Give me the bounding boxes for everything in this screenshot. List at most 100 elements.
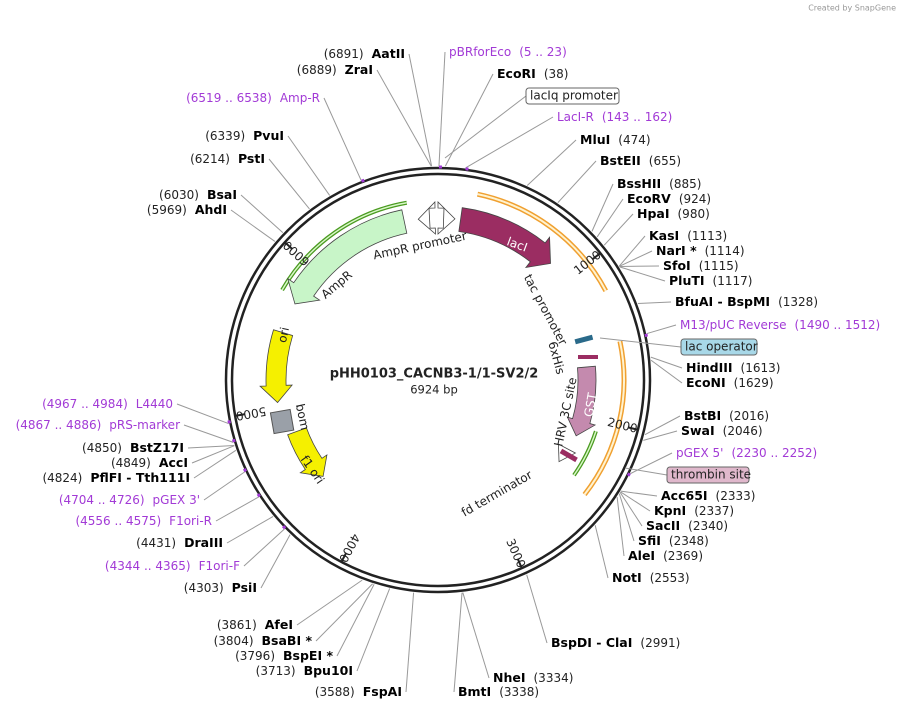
enzyme-position: (885)	[669, 177, 701, 191]
enzyme-name: KpnI	[654, 503, 686, 518]
enzyme-position: (1113)	[687, 229, 727, 243]
tac-mark	[574, 334, 594, 345]
enzyme-name: PsiI	[232, 580, 257, 595]
enzyme-name: ZraI	[345, 62, 373, 77]
leader-line	[619, 492, 643, 527]
enzyme-position: (3713)	[256, 664, 296, 678]
enzyme-label: BstBI (2016)	[684, 408, 769, 423]
feature-label: GST	[582, 391, 600, 418]
leader-line	[619, 266, 666, 282]
feature-label: bom	[293, 402, 312, 431]
backbone-outer	[224, 166, 652, 594]
tick-label: 2000	[606, 415, 639, 436]
enzyme-position: (5969)	[147, 203, 187, 217]
tick-mark	[284, 241, 293, 250]
tick-mark	[627, 426, 639, 431]
plasmid-size: 6924 bp	[410, 383, 458, 397]
leader-line	[557, 160, 597, 204]
enzyme-label: SacII (2340)	[646, 518, 728, 533]
enzyme-label: SfoI (1115)	[663, 258, 739, 273]
enzyme-position: (4850)	[82, 441, 122, 455]
enzyme-name: NarI *	[656, 243, 697, 258]
enzyme-name: BssHII	[617, 176, 661, 191]
tick-label: 4000	[336, 531, 363, 565]
enzyme-label: NarI * (1114)	[656, 243, 745, 258]
GST-arrow	[566, 365, 597, 437]
leader-line	[376, 69, 432, 167]
primer-label: (4344 .. 4365) F1ori-F	[105, 559, 240, 573]
primer-name: L4440	[136, 397, 173, 411]
enzyme-name: EcoRV	[627, 191, 671, 206]
primer-name: F1ori-F	[199, 559, 240, 573]
enzyme-label: BspDI - ClaI (2991)	[551, 635, 680, 650]
primer-mark	[626, 472, 631, 477]
leader-line	[203, 471, 246, 501]
enzyme-label: (4303) PsiI	[184, 580, 257, 595]
enzyme-name: MluI	[580, 132, 610, 147]
enzyme-name: SwaI	[681, 423, 715, 438]
his-mark	[578, 355, 598, 359]
leader-line	[268, 158, 310, 210]
leader-line	[624, 467, 668, 476]
enzyme-position: (6891)	[324, 47, 364, 61]
leader-line	[526, 574, 548, 644]
tick-label: 3000	[503, 537, 528, 571]
enzyme-label: SfiI (2348)	[638, 533, 709, 548]
enzyme-label: EcoRI (38)	[497, 66, 568, 81]
boxed-feature-label: lac operator	[685, 340, 758, 354]
backbone-inner	[230, 172, 646, 588]
leader-line	[646, 324, 677, 335]
primer-mark	[360, 178, 365, 183]
promoter-arrow	[417, 201, 436, 235]
enzyme-position: (6339)	[205, 129, 245, 143]
leader-line	[620, 490, 658, 497]
enzyme-name: HpaI	[637, 206, 670, 221]
enzyme-name: PluTI	[669, 273, 705, 288]
primer-mark	[231, 438, 236, 443]
enzyme-position: (6214)	[190, 152, 230, 166]
leader-line	[619, 250, 653, 267]
enzyme-name: Acc65I	[661, 488, 708, 503]
enzyme-label: BssHII (885)	[617, 176, 701, 191]
enzyme-label: (3713) Bpu10I	[256, 663, 353, 678]
enzyme-position: (2348)	[669, 534, 709, 548]
enzyme-label: (6030) BsaI	[159, 187, 237, 202]
enzyme-label: (6891) AatII	[324, 46, 405, 61]
primer-name: LacI-R	[557, 110, 594, 124]
enzyme-label: EcoRV (924)	[627, 191, 711, 206]
primer-label: (6519 .. 6538) Amp-R	[186, 91, 320, 105]
leader-line	[603, 213, 634, 246]
feature-label: ori	[275, 326, 292, 344]
primer-label: pGEX 5' (2230 .. 2252)	[676, 446, 817, 460]
enzyme-label: (6214) PstI	[190, 151, 265, 166]
region-arc	[477, 193, 607, 292]
leader-line	[444, 73, 494, 167]
leader-line	[618, 235, 646, 267]
enzyme-name: EcoNI	[686, 375, 726, 390]
enzyme-name: NotI	[612, 570, 642, 585]
leader-line	[296, 579, 363, 626]
tick-mark	[234, 413, 246, 417]
enzyme-name: DraIII	[184, 535, 223, 550]
primer-name: pGEX 3'	[153, 493, 200, 507]
enzyme-label: (3804) BsaBI *	[214, 633, 313, 648]
primer-range: (6519 .. 6538)	[186, 91, 272, 105]
primer-range: (4867 .. 4886)	[16, 418, 102, 432]
tick-mark	[591, 252, 601, 261]
enzyme-name: BspEI *	[283, 648, 333, 663]
leader-line	[650, 356, 683, 369]
enzyme-position: (3796)	[235, 649, 275, 663]
leader-line	[187, 445, 235, 449]
leader-line	[526, 139, 577, 186]
bom-mark	[269, 408, 295, 435]
tick-label: 5000	[235, 404, 268, 423]
enzyme-name: BstBI	[684, 408, 721, 423]
leader-line	[594, 525, 609, 579]
primer-range: (2230 .. 2252)	[731, 446, 817, 460]
enzyme-name: BfuAI - BspMI	[675, 294, 770, 309]
enzyme-name: PflFI - Tth111I	[90, 470, 190, 485]
primer-range: (143 .. 162)	[602, 110, 672, 124]
leader-line	[650, 359, 683, 384]
enzyme-label: MluI (474)	[580, 132, 651, 147]
